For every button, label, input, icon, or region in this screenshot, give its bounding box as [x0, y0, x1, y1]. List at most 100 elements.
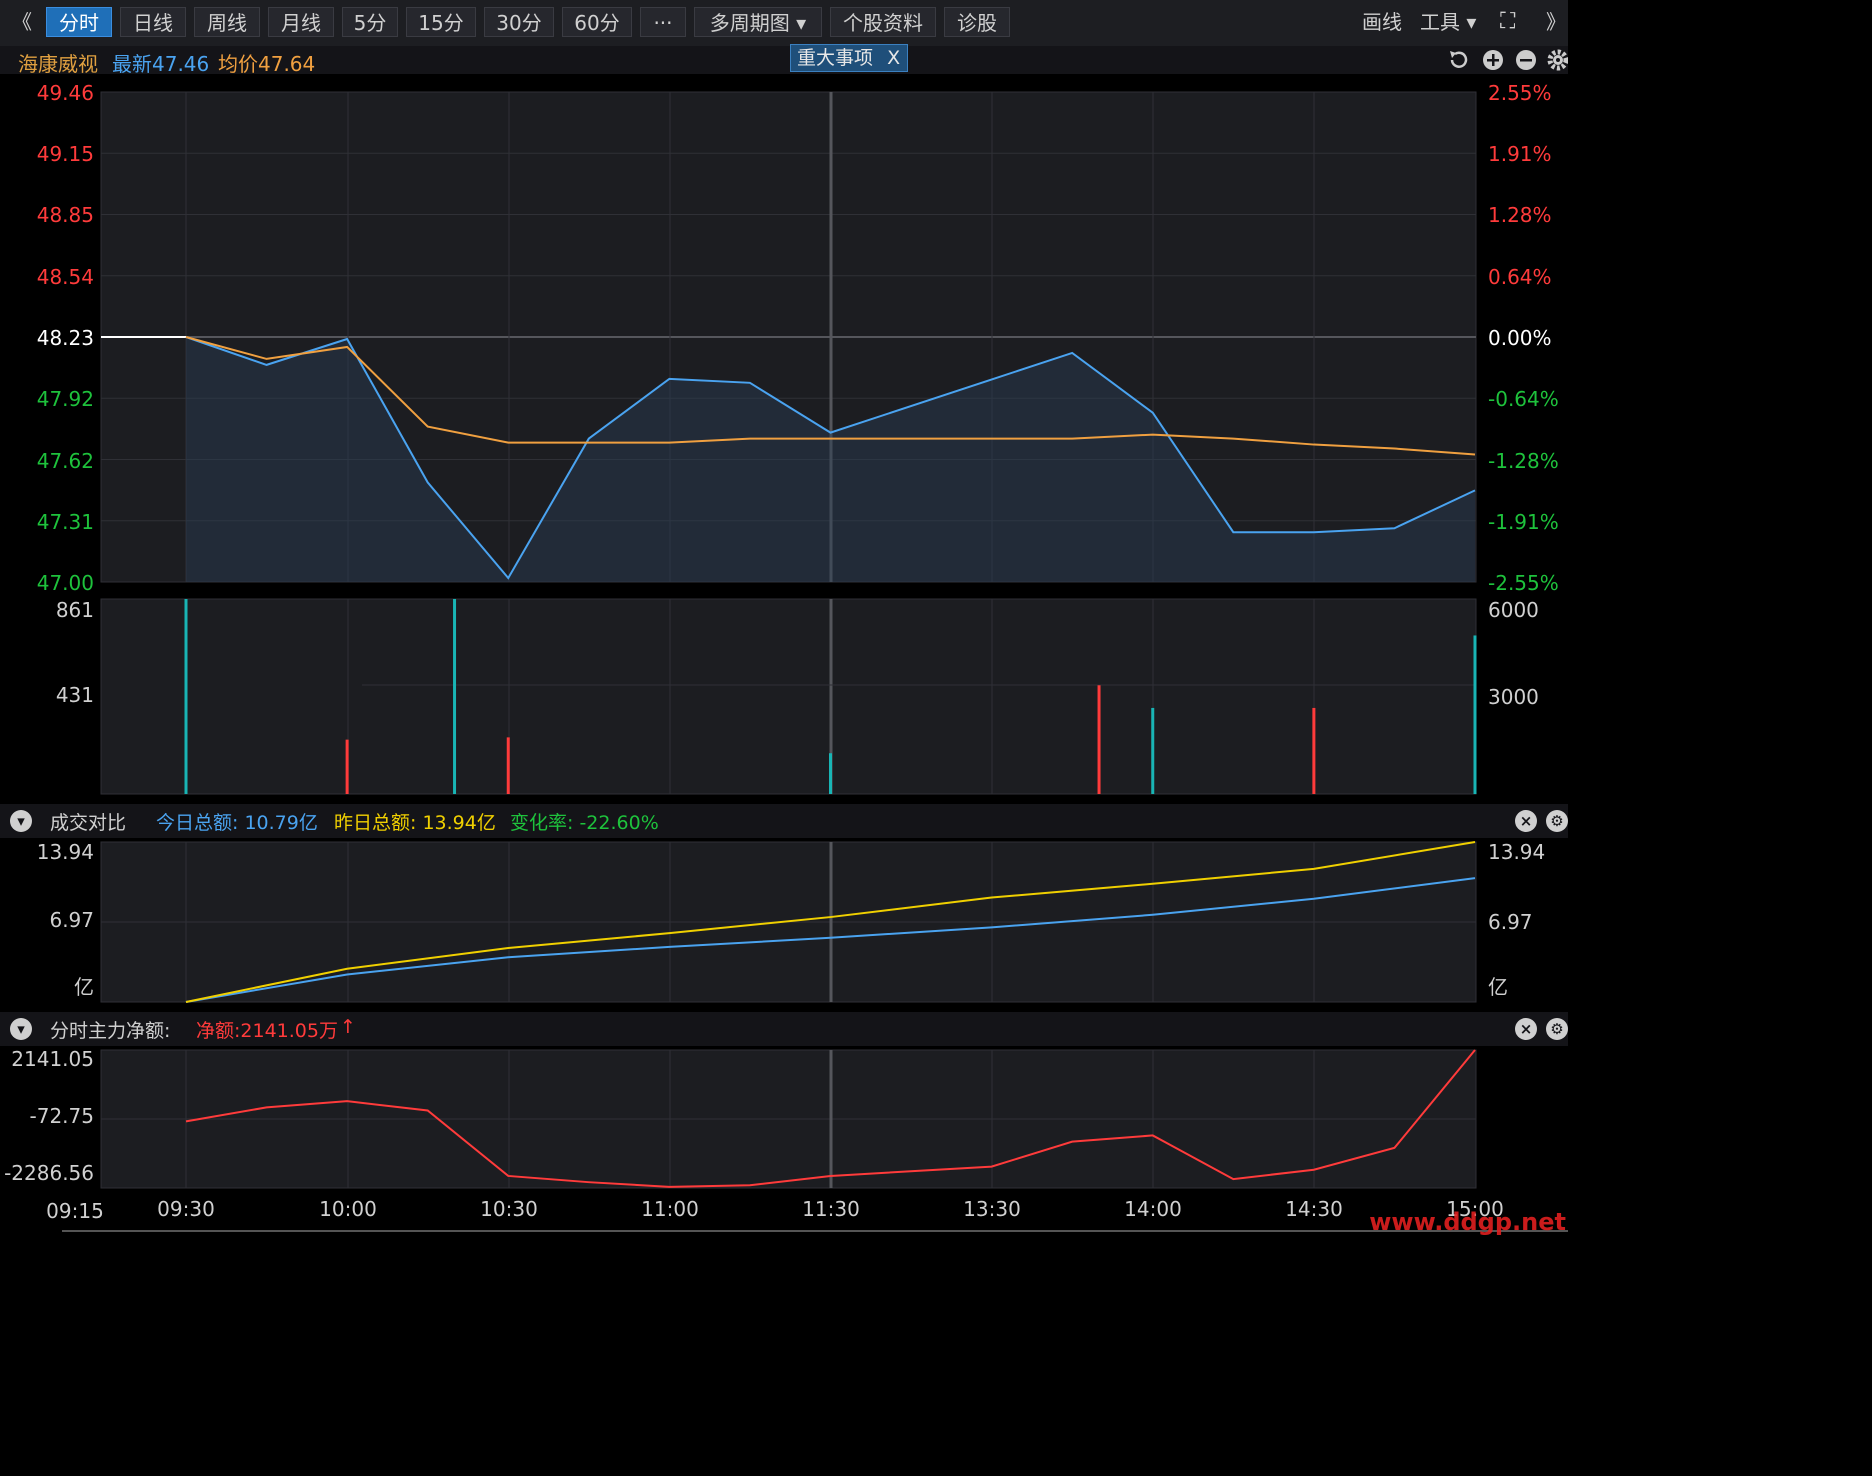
time-tick: 10:30: [480, 1197, 538, 1221]
tab-5min[interactable]: 5分: [342, 7, 398, 37]
percent-tick: -2.55%: [1488, 571, 1559, 595]
volume-axis: 861 431 6000 3000: [56, 598, 1539, 709]
time-tick: 11:00: [641, 1197, 699, 1221]
price-lines: [101, 336, 1476, 580]
volume-bar: [1312, 707, 1316, 794]
time-tick: 14:30: [1285, 1197, 1343, 1221]
time-tick: 11:30: [802, 1197, 860, 1221]
collapse-icon[interactable]: ▾: [10, 1018, 32, 1040]
turnover-tick: 13.94: [1488, 840, 1545, 864]
price-area: [186, 337, 1475, 582]
yesterday-total: 昨日总额: 13.94亿: [334, 812, 496, 834]
price-line: [185, 336, 1476, 580]
price-tick: 48.85: [37, 203, 94, 227]
tab-stock-profile[interactable]: 个股资料: [830, 7, 936, 37]
settings-icon[interactable]: ⚙: [1546, 810, 1568, 832]
volume-bar: [184, 599, 188, 794]
price-area-fill: [186, 337, 1475, 582]
multi-period-dropdown[interactable]: 多周期图 ▾: [694, 7, 822, 37]
price-tick: 49.46: [37, 81, 94, 105]
time-tick: 15:00: [1446, 1197, 1504, 1221]
time-axis: 09:15 09:30 10:00 10:30 11:00 11:30 13:3…: [46, 1197, 1504, 1223]
stock-name: 海康威视: [18, 52, 98, 76]
percent-axis-right: 2.55% 1.91% 1.28% 0.64% 0.00% -0.64% -1.…: [1488, 81, 1559, 595]
next-icon[interactable]: 》: [1546, 10, 1566, 34]
flow-tick: -72.75: [30, 1104, 94, 1128]
change-rate: 变化率: -22.60%: [510, 812, 659, 834]
major-events-tag[interactable]: 重大事项 X: [790, 44, 908, 72]
tab-15min[interactable]: 15分: [406, 7, 476, 37]
price-tick: 49.15: [37, 142, 94, 166]
net-flow-header: ▾ 分时主力净额: 净额:2141.05万 ↑ × ⚙: [0, 1012, 1568, 1046]
average-price: 均价47.64: [218, 52, 316, 76]
price-tick: 48.54: [37, 265, 94, 289]
turnover-tick: 13.94: [37, 840, 94, 864]
time-tick: 13:30: [963, 1197, 1021, 1221]
price-tick: 48.23: [37, 326, 94, 350]
net-flow-line: [185, 1049, 1476, 1188]
collapse-icon[interactable]: ▾: [10, 810, 32, 832]
close-icon[interactable]: ×: [1515, 810, 1537, 832]
flow-tick: 2141.05: [11, 1047, 94, 1071]
tab-30min[interactable]: 30分: [484, 7, 554, 37]
volume-bar: [1151, 707, 1155, 794]
tab-daily[interactable]: 日线: [120, 7, 186, 37]
zoom-out-icon[interactable]: [1516, 50, 1536, 70]
volume-tick: 431: [56, 683, 94, 707]
price-tick: 47.00: [37, 571, 94, 595]
turnover-lines: [185, 841, 1476, 1003]
turnover-compare-header: ▾ 成交对比 今日总额: 10.79亿 昨日总额: 13.94亿 变化率: -2…: [0, 804, 1568, 838]
volume-bars: [184, 599, 1477, 794]
volume-bar: [1473, 635, 1477, 794]
tools-dropdown[interactable]: 工具 ▾: [1420, 10, 1477, 34]
net-flow-value: 净额:2141.05万: [196, 1020, 338, 1042]
price-axis-left: 49.46 49.15 48.85 48.54 48.23 47.92 47.6…: [37, 81, 94, 595]
turnover-compare-chart[interactable]: 13.94 6.97 亿 13.94 6.97 亿: [0, 838, 1568, 1012]
turnover-unit: 亿: [1488, 975, 1508, 999]
tab-monthly[interactable]: 月线: [268, 7, 334, 37]
volume-tick: 3000: [1488, 685, 1539, 709]
volume-bar: [829, 753, 832, 794]
net-flow-chart[interactable]: 2141.05 -72.75 -2286.56 09:15 09:30 10:0…: [0, 1046, 1568, 1236]
net-flow-line: [185, 1049, 1476, 1188]
percent-tick: -1.28%: [1488, 449, 1559, 473]
tab-60min[interactable]: 60分: [562, 7, 632, 37]
price-volume-panel[interactable]: 49.46 49.15 48.85 48.54 48.23 47.92 47.6…: [0, 74, 1568, 804]
zoom-in-icon[interactable]: [1483, 50, 1503, 70]
today-turnover-line: [185, 877, 1476, 1003]
time-tick: 14:00: [1124, 1197, 1182, 1221]
volume-tick: 6000: [1488, 598, 1539, 622]
time-tick: 09:15: [46, 1199, 104, 1223]
percent-tick: 1.28%: [1488, 203, 1552, 227]
tab-weekly[interactable]: 周线: [194, 7, 260, 37]
volume-bar: [453, 599, 457, 794]
period-toolbar: 《 分时 日线 周线 月线 5分 15分 30分 60分 ··· 多周期图 ▾ …: [0, 0, 1568, 47]
turnover-tick: 6.97: [1488, 910, 1533, 934]
more-icon[interactable]: ···: [640, 7, 686, 37]
tab-intraday[interactable]: 分时: [46, 7, 112, 37]
time-tick: 09:30: [157, 1197, 215, 1221]
up-arrow-icon: ↑: [340, 1016, 356, 1038]
percent-tick: -1.91%: [1488, 510, 1559, 534]
settings-icon[interactable]: [1547, 49, 1568, 71]
avg-price-line: [185, 336, 1476, 456]
flow-tick: -2286.56: [4, 1161, 94, 1185]
watermark: www.ddgp.net: [1369, 1208, 1566, 1236]
tab-diagnosis[interactable]: 诊股: [944, 7, 1010, 37]
back-icon[interactable]: 《: [12, 10, 32, 34]
today-total: 今日总额: 10.79亿: [156, 812, 318, 834]
close-icon[interactable]: ×: [1515, 1018, 1537, 1040]
percent-tick: -0.64%: [1488, 387, 1559, 411]
fullscreen-icon[interactable]: ⛶: [1500, 9, 1516, 34]
settings-icon[interactable]: ⚙: [1546, 1018, 1568, 1040]
turnover-title: 成交对比: [50, 812, 127, 834]
chart-controls: [1450, 49, 1568, 71]
draw-line-button[interactable]: 画线: [1362, 10, 1402, 34]
percent-tick: 0.64%: [1488, 265, 1552, 289]
time-tick: 10:00: [319, 1197, 377, 1221]
percent-tick: 1.91%: [1488, 142, 1552, 166]
undo-icon[interactable]: [1450, 51, 1468, 68]
price-tick: 47.62: [37, 449, 94, 473]
close-icon[interactable]: X: [887, 47, 901, 69]
volume-bar: [506, 737, 510, 794]
